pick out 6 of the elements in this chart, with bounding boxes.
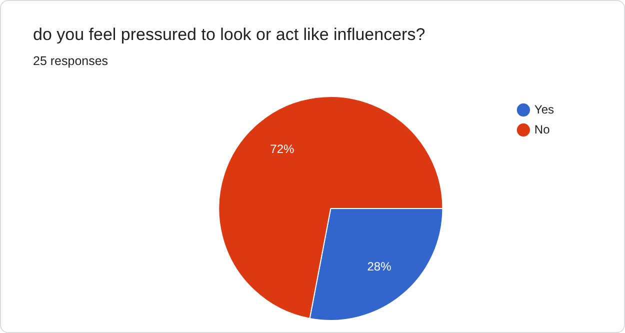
legend-label: No (534, 122, 550, 136)
text: 25 responses (33, 54, 108, 68)
chart-title: do you feel pressured to look or act like influencers? (33, 25, 426, 45)
data-label: 28% (367, 259, 392, 274)
data-label: 72% (270, 142, 294, 156)
legend-label: Yes (534, 102, 554, 116)
